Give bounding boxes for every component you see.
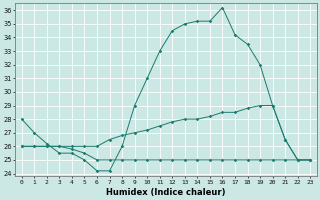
X-axis label: Humidex (Indice chaleur): Humidex (Indice chaleur)	[106, 188, 226, 197]
